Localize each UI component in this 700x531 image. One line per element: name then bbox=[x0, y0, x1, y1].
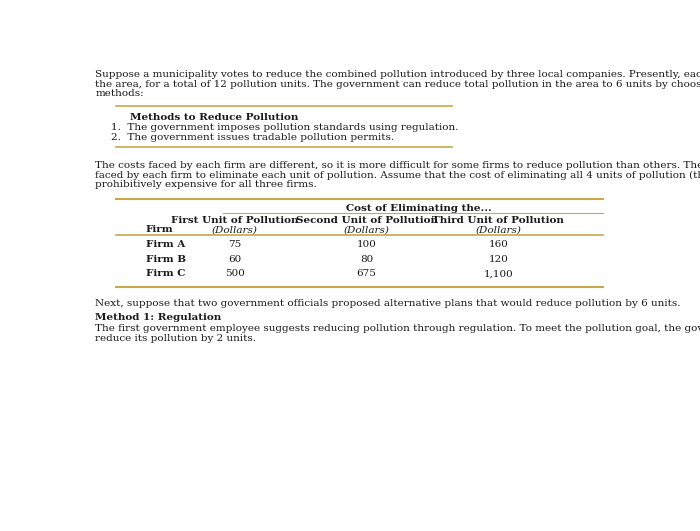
Text: methods:: methods: bbox=[95, 89, 144, 98]
Text: Cost of Eliminating the...: Cost of Eliminating the... bbox=[346, 204, 491, 213]
Text: 75: 75 bbox=[228, 240, 242, 249]
Text: Firm A: Firm A bbox=[146, 240, 185, 249]
Text: prohibitively expensive for all three firms.: prohibitively expensive for all three fi… bbox=[95, 181, 317, 190]
Text: Methods to Reduce Pollution: Methods to Reduce Pollution bbox=[130, 113, 298, 122]
Text: Third Unit of Pollution: Third Unit of Pollution bbox=[433, 216, 564, 225]
Text: Firm B: Firm B bbox=[146, 255, 186, 264]
Text: Suppose a municipality votes to reduce the combined pollution introduced by thre: Suppose a municipality votes to reduce t… bbox=[95, 70, 700, 79]
Text: The first government employee suggests reducing pollution through regulation. To: The first government employee suggests r… bbox=[95, 324, 700, 333]
Text: (Dollars): (Dollars) bbox=[344, 226, 389, 234]
Text: The costs faced by each firm are different, so it is more difficult for some fir: The costs faced by each firm are differe… bbox=[95, 161, 700, 170]
Text: 500: 500 bbox=[225, 269, 245, 278]
Text: 1.  The government imposes pollution standards using regulation.: 1. The government imposes pollution stan… bbox=[111, 123, 458, 132]
Text: Firm: Firm bbox=[146, 226, 174, 234]
Text: 2.  The government issues tradable pollution permits.: 2. The government issues tradable pollut… bbox=[111, 133, 394, 142]
Text: Next, suppose that two government officials proposed alternative plans that woul: Next, suppose that two government offici… bbox=[95, 299, 680, 309]
Text: 100: 100 bbox=[356, 240, 377, 249]
Text: 1,100: 1,100 bbox=[484, 269, 513, 278]
Text: the area, for a total of 12 pollution units. The government can reduce total pol: the area, for a total of 12 pollution un… bbox=[95, 80, 700, 89]
Text: Method 1: Regulation: Method 1: Regulation bbox=[95, 313, 221, 322]
Text: 160: 160 bbox=[489, 240, 508, 249]
Text: 80: 80 bbox=[360, 255, 373, 264]
Text: (Dollars): (Dollars) bbox=[212, 226, 258, 234]
Text: First Unit of Pollution: First Unit of Pollution bbox=[171, 216, 298, 225]
Text: reduce its pollution by 2 units.: reduce its pollution by 2 units. bbox=[95, 333, 256, 342]
Text: Firm C: Firm C bbox=[146, 269, 185, 278]
Text: Second Unit of Pollution: Second Unit of Pollution bbox=[295, 216, 438, 225]
Text: (Dollars): (Dollars) bbox=[475, 226, 522, 234]
Text: faced by each firm to eliminate each unit of pollution. Assume that the cost of : faced by each firm to eliminate each uni… bbox=[95, 171, 700, 180]
Text: 60: 60 bbox=[228, 255, 242, 264]
Text: 120: 120 bbox=[489, 255, 508, 264]
Text: 675: 675 bbox=[356, 269, 377, 278]
